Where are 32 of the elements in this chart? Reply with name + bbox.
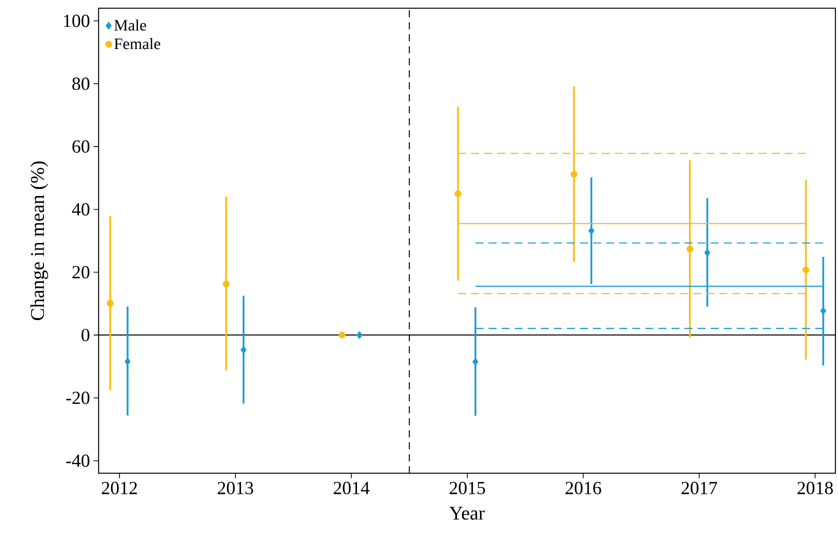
x-tick-label: 2014 — [334, 482, 370, 494]
legend-label: Male — [114, 19, 146, 31]
x-tick-label: 2018 — [798, 482, 833, 494]
y-tick-label: 20 — [72, 266, 90, 278]
point — [124, 357, 131, 366]
y-tick-label: 80 — [72, 77, 90, 90]
point — [472, 358, 478, 366]
legend-label: Female — [114, 38, 160, 50]
point — [454, 190, 462, 198]
y-tick-label: -40 — [66, 454, 90, 467]
y-tick-label: 60 — [72, 140, 90, 153]
y-tick-label: 40 — [72, 203, 90, 216]
y-tick-label: 0 — [82, 328, 90, 342]
point — [686, 246, 694, 252]
x-tick-label: 2013 — [218, 482, 254, 494]
y-tick-label: 100 — [64, 14, 90, 28]
x-axis-title: Year — [449, 506, 485, 520]
point — [356, 331, 363, 340]
point — [240, 346, 247, 354]
point — [106, 300, 114, 307]
point — [704, 248, 710, 257]
x-tick-label: 2015 — [450, 482, 486, 494]
x-tick-label: 2012 — [102, 482, 137, 494]
point — [802, 266, 810, 274]
point — [222, 280, 230, 288]
point — [588, 226, 594, 235]
point — [570, 170, 578, 178]
x-tick-label: 2016 — [566, 482, 602, 494]
y-tick-label: -20 — [66, 392, 90, 404]
y-axis-title: Change in mean (%) — [30, 162, 48, 320]
point — [338, 332, 346, 338]
x-tick-label: 2017 — [682, 482, 718, 494]
